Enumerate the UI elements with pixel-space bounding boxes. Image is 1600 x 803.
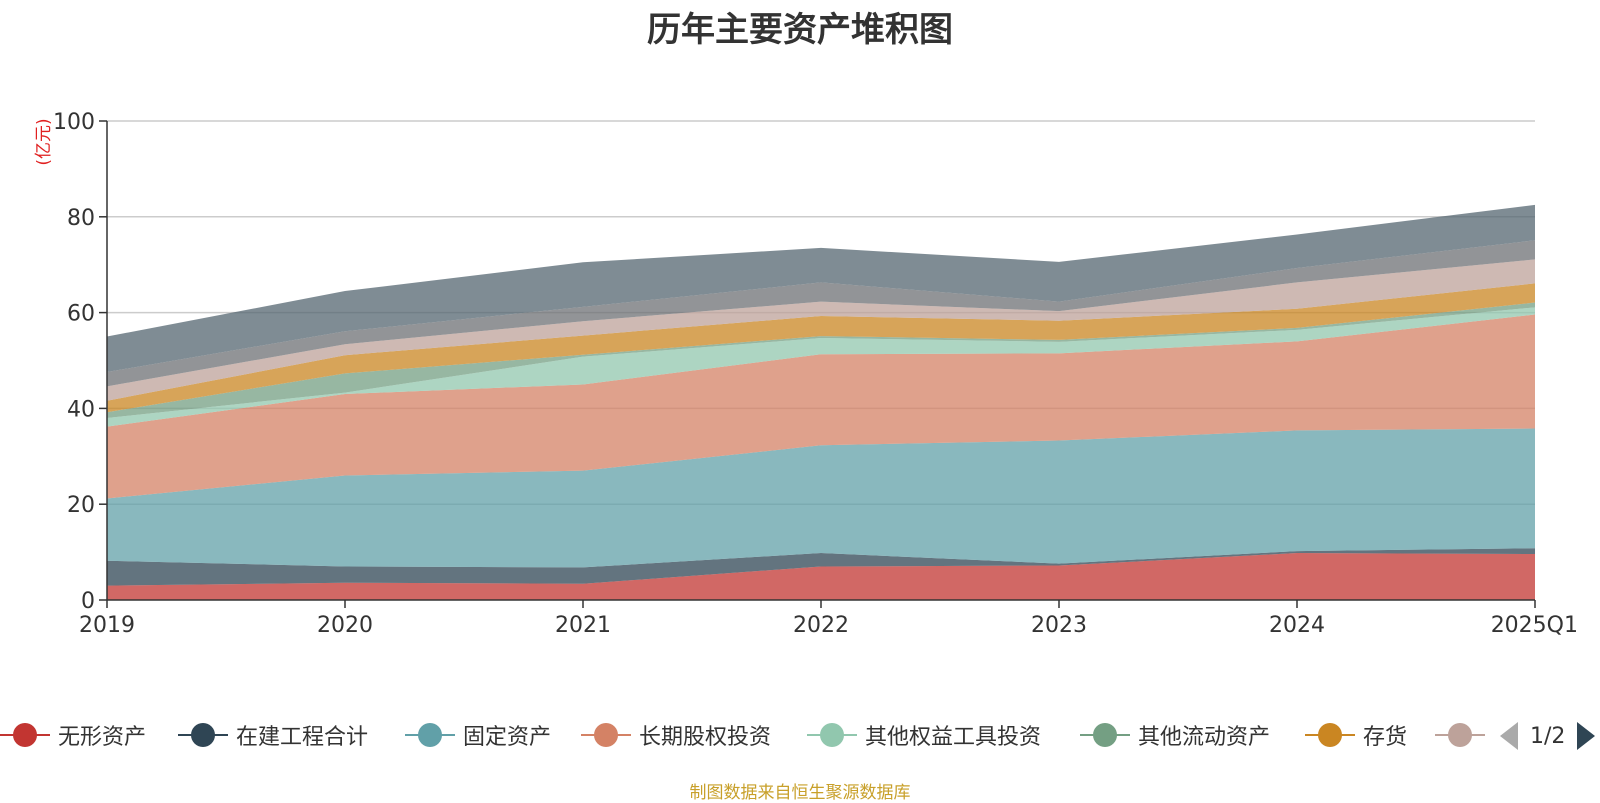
legend-item-5[interactable]: 其他流动资产 (1080, 720, 1270, 750)
x-tick-label-3: 2022 (793, 613, 849, 638)
area-series-0 (107, 553, 1535, 600)
legend-item-3[interactable]: 长期股权投资 (581, 720, 771, 750)
area-series-6 (107, 283, 1535, 413)
area-series-9 (107, 204, 1535, 372)
legend-item-0[interactable]: 无形资产 (0, 720, 146, 750)
stacked-area-chart: 0 20 40 60 80 100 2019 2020 2021 2022 2023 2024 2025… (34, 110, 1578, 638)
legend-item-1[interactable]: 在建工程合计 (178, 720, 368, 750)
y-tick-label-100: 100 (53, 110, 95, 135)
legend-page-indicator: 1/2 (1530, 723, 1566, 749)
y-tick-label-80: 80 (67, 206, 95, 231)
legend-marker-icon (581, 720, 631, 750)
legend-label: 长期股权投资 (639, 725, 772, 750)
legend-label: 固定资产 (463, 725, 552, 750)
legend-marker-icon (1080, 720, 1130, 750)
legend-marker-icon (1435, 720, 1485, 750)
y-tick-label-40: 40 (67, 397, 95, 422)
legend-next-page-icon[interactable] (1577, 722, 1596, 750)
legend-prev-page-icon[interactable] (1500, 722, 1518, 750)
area-series-1 (107, 548, 1535, 586)
legend: 无形资产 在建工程合计 固定资产 长期股权投资 其他权益工具投资 其他流动资产 存货 (0, 720, 1600, 750)
x-tick-label-0: 2019 (79, 613, 135, 638)
legend-label: 其他流动资产 (1138, 725, 1271, 750)
x-tick-label-4: 2023 (1031, 613, 1087, 638)
legend-item-4[interactable]: 其他权益工具投资 (807, 720, 1041, 750)
area-series (107, 204, 1535, 600)
legend-marker-icon (807, 720, 857, 750)
legend-label: 在建工程合计 (236, 725, 369, 750)
y-tick-label-0: 0 (81, 589, 95, 614)
legend-label: 无形资产 (58, 725, 147, 750)
x-tick-label-5: 2024 (1269, 613, 1325, 638)
legend-label: 其他权益工具投资 (865, 725, 1042, 750)
legend-item-2[interactable]: 固定资产 (405, 720, 551, 750)
legend-label: 存货 (1363, 725, 1408, 750)
x-tick-label-2: 2021 (555, 613, 611, 638)
legend-marker-icon (1305, 720, 1355, 750)
legend-marker-icon (178, 720, 228, 750)
y-tick-label-20: 20 (67, 493, 95, 518)
legend-marker-icon (0, 720, 50, 750)
area-series-3 (107, 314, 1535, 499)
area-series-2 (107, 428, 1535, 568)
y-tick-label-60: 60 (67, 302, 95, 327)
legend-pager: 1/2 (1500, 718, 1596, 754)
axes: 0 20 40 60 80 100 2019 2020 2021 2022 2023 2024 2025… (53, 110, 1578, 638)
data-source-note: 制图数据来自恒生聚源数据库 (689, 783, 911, 803)
area-series-4 (107, 307, 1535, 427)
legend-item-6[interactable]: 存货 (1305, 720, 1407, 750)
chart-title: 历年主要资产堆积图 (647, 10, 953, 50)
y-axis-label: (亿元) (34, 118, 54, 165)
x-tick-label-6: 2025Q1 (1491, 613, 1578, 638)
legend-marker-icon (405, 720, 455, 750)
x-tick-label-1: 2020 (317, 613, 373, 638)
area-series-7 (107, 259, 1535, 401)
legend-item-7[interactable] (1435, 720, 1493, 750)
